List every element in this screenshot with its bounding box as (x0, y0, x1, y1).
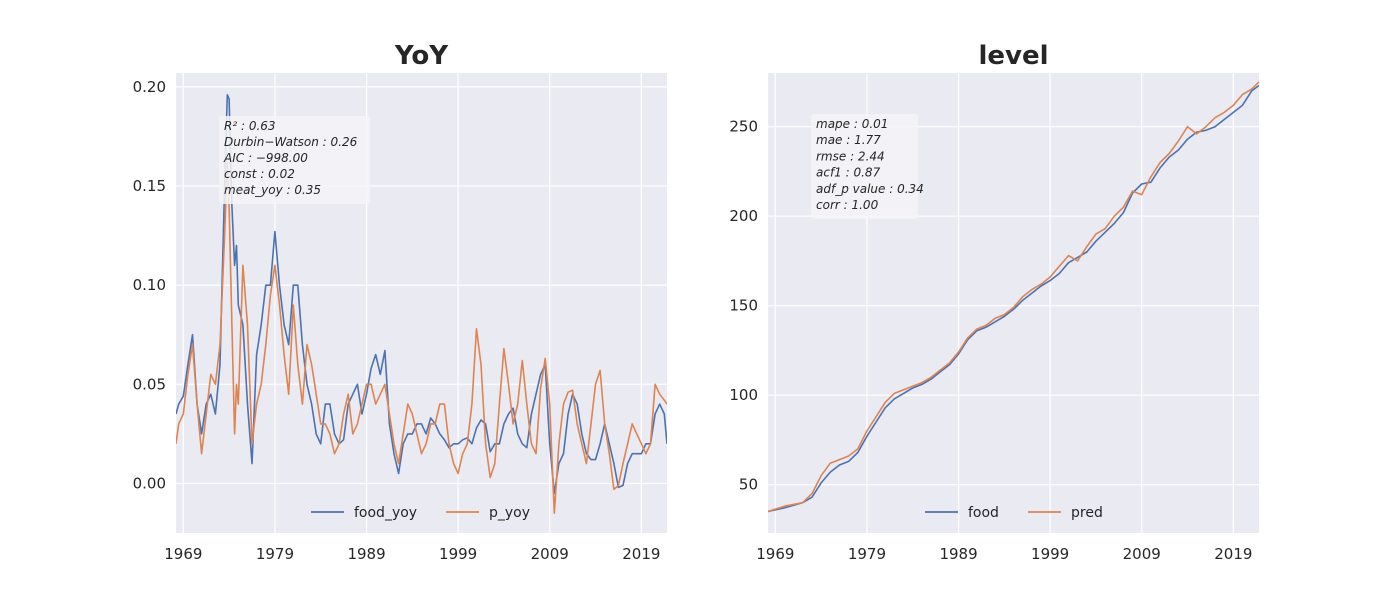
stats-line: corr : 1.00 (816, 198, 879, 212)
stats-line: meat_yoy : 0.35 (224, 183, 321, 197)
x-tick-label: 1979 (256, 545, 294, 563)
stats-line: AIC : −998.00 (223, 151, 308, 165)
x-tick-label: 2019 (622, 545, 660, 563)
series-line-pred (768, 81, 1259, 513)
y-tick-label: 0.10 (133, 276, 166, 294)
x-tick-label: 2009 (531, 545, 569, 563)
chart-title: level (978, 41, 1048, 71)
series-line-p_yoy (176, 161, 667, 515)
stats-line: mape : 0.01 (816, 117, 888, 131)
stats-box (219, 116, 370, 204)
x-tick-label: 1969 (164, 545, 202, 563)
stats-line: Durbin−Watson : 0.26 (224, 135, 358, 149)
stats-box (811, 114, 918, 219)
legend-label: food_yoy (354, 505, 417, 521)
y-tick-label: 200 (729, 207, 758, 225)
legend-label: p_yoy (489, 505, 530, 521)
stats-line: rmse : 2.44 (816, 149, 885, 163)
x-tick-label: 1999 (439, 545, 477, 563)
y-tick-label: 250 (729, 118, 758, 136)
x-tick-label: 1999 (1031, 545, 1069, 563)
stats-line: const : 0.02 (224, 167, 295, 181)
y-tick-label: 0.15 (133, 177, 166, 195)
series-line-food (768, 84, 1259, 513)
x-tick-label: 2009 (1123, 545, 1161, 563)
legend-label: pred (1071, 505, 1103, 521)
stats-line: R² : 0.63 (224, 119, 276, 133)
y-tick-label: 0.05 (133, 375, 166, 393)
legend-label: food (968, 505, 999, 521)
x-tick-label: 1979 (848, 545, 886, 563)
x-tick-label: 1989 (347, 545, 385, 563)
stats-line: acf1 : 0.87 (816, 166, 881, 180)
chart-title: YoY (394, 41, 449, 71)
chart-panel-0: 0.00 0.05 0.10 0.15 0.20 1969 1979 1989 1999 2009… (133, 41, 667, 563)
chart-panel-1: 50 100 150 200 250 1969 1979 1989 1999 2009 2019 ma… (729, 41, 1259, 563)
y-tick-label: 100 (729, 386, 758, 404)
y-tick-label: 0.20 (133, 78, 166, 96)
stats-line: mae : 1.77 (816, 133, 881, 147)
stats-line: adf_p value : 0.34 (816, 182, 924, 196)
y-tick-label: 0.00 (133, 474, 166, 492)
series-line-food_yoy (176, 94, 667, 495)
y-tick-label: 150 (729, 297, 758, 315)
x-tick-label: 1969 (756, 545, 794, 563)
y-tick-label: 50 (739, 476, 758, 494)
x-tick-label: 1989 (939, 545, 977, 563)
x-tick-label: 2019 (1214, 545, 1252, 563)
